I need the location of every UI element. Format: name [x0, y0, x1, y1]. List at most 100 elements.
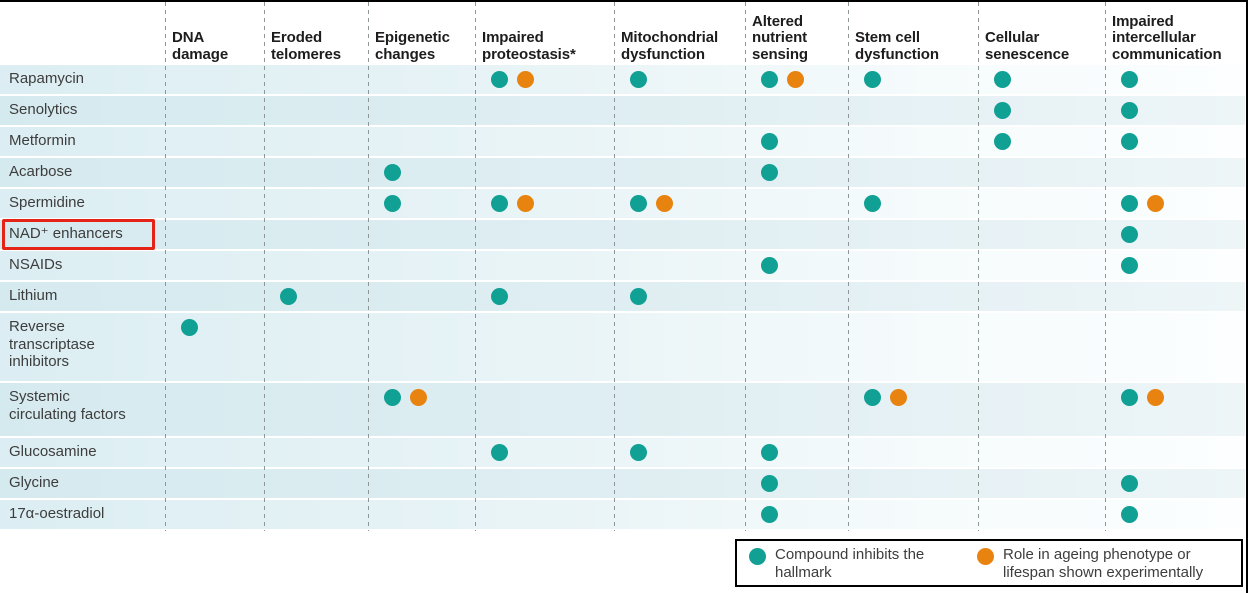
matrix-cell: [848, 282, 978, 311]
matrix-cell: [264, 383, 368, 436]
table-row: Glucosamine: [0, 438, 1245, 467]
matrix-cell: [165, 383, 264, 436]
matrix-cell: [848, 65, 978, 94]
matrix-cell: [745, 96, 848, 125]
matrix-cell: [475, 438, 614, 467]
inhibits-dot-icon: [761, 444, 778, 461]
matrix-cell: [475, 96, 614, 125]
matrix-cell: [848, 220, 978, 249]
matrix-cell: [165, 189, 264, 218]
legend: Compound inhibits the hallmark Role in a…: [735, 539, 1243, 587]
column-separator-line: [475, 2, 476, 531]
matrix-cell: [1105, 469, 1245, 498]
inhibits-dot-icon: [1121, 226, 1138, 243]
row-label: Spermidine: [9, 194, 85, 211]
row-label: 17α-oestradiol: [9, 505, 105, 522]
matrix-cell: [368, 65, 475, 94]
column-separator-line: [614, 2, 615, 531]
matrix-cell: [978, 65, 1105, 94]
row-label: Reverse transcriptase inhibitors: [9, 318, 95, 370]
inhibits-dot-icon: [761, 506, 778, 523]
matrix-cell: [848, 500, 978, 529]
table-row: Glycine: [0, 469, 1245, 498]
column-separator-line: [165, 2, 166, 531]
table-row: Reverse transcriptase inhibitors: [0, 313, 1245, 381]
matrix-cell: [745, 282, 848, 311]
row-label: Glycine: [9, 474, 60, 491]
matrix-cell: [978, 251, 1105, 280]
inhibits-dot-icon: [491, 195, 508, 212]
inhibits-dot-icon: [1121, 133, 1138, 150]
matrix-cell: [614, 127, 745, 156]
inhibits-dot-icon: [1121, 506, 1138, 523]
matrix-cell: [264, 158, 368, 187]
matrix-cell: [978, 158, 1105, 187]
inhibits-dot-icon: [864, 195, 881, 212]
matrix-cell: [1105, 438, 1245, 467]
column-separator-line: [978, 2, 979, 531]
legend-item-inhibits: Compound inhibits the hallmark: [749, 546, 977, 581]
nad-enhancers-highlight-box: [2, 219, 155, 250]
matrix-cell: [745, 189, 848, 218]
matrix-cell: [368, 189, 475, 218]
matrix-cell: [264, 65, 368, 94]
matrix-cell: [264, 220, 368, 249]
matrix-cell: [745, 383, 848, 436]
matrix-cell: [848, 251, 978, 280]
matrix-cell: [614, 500, 745, 529]
matrix-cell: [614, 251, 745, 280]
table-row: Metformin: [0, 127, 1245, 156]
matrix-cell: [368, 500, 475, 529]
matrix-cell: [264, 127, 368, 156]
matrix-cell: [264, 438, 368, 467]
column-headers: DNA damage Eroded telomeres Epigenetic cha…: [0, 2, 1245, 65]
table-row: Systemic circulating factors: [0, 383, 1245, 436]
column-header: DNA damage: [172, 29, 229, 63]
matrix-cell: [978, 500, 1105, 529]
matrix-cell: [978, 469, 1105, 498]
matrix-cell: [475, 313, 614, 381]
matrix-cell: [745, 438, 848, 467]
teal-dot-icon: [749, 548, 766, 565]
matrix-cell: [745, 251, 848, 280]
matrix-cell: [368, 158, 475, 187]
inhibits-dot-icon: [1121, 71, 1138, 88]
matrix-cell: [165, 127, 264, 156]
inhibits-dot-icon: [761, 257, 778, 274]
matrix-cell: [978, 220, 1105, 249]
matrix-cell: [614, 65, 745, 94]
matrix-cell: [978, 438, 1105, 467]
matrix-cell: [848, 96, 978, 125]
matrix-cell: [475, 158, 614, 187]
row-label: Metformin: [9, 132, 76, 149]
inhibits-dot-icon: [280, 288, 297, 305]
inhibits-dot-icon: [761, 71, 778, 88]
row-label: Systemic circulating factors: [9, 388, 126, 423]
matrix-cell: [978, 282, 1105, 311]
table-row: Lithium: [0, 282, 1245, 311]
experimental-dot-icon: [1147, 195, 1164, 212]
inhibits-dot-icon: [994, 102, 1011, 119]
table-row: NAD⁺ enhancers: [0, 220, 1245, 249]
matrix-cell: [848, 383, 978, 436]
experimental-dot-icon: [1147, 389, 1164, 406]
matrix-cell: [165, 438, 264, 467]
matrix-cell: [475, 469, 614, 498]
matrix-cell: [614, 282, 745, 311]
matrix-cell: [848, 127, 978, 156]
inhibits-dot-icon: [994, 71, 1011, 88]
inhibits-dot-icon: [864, 389, 881, 406]
matrix-cell: [745, 500, 848, 529]
matrix-cell: [745, 469, 848, 498]
table-row: NSAIDs: [0, 251, 1245, 280]
matrix-table: DNA damage Eroded telomeres Epigenetic cha…: [0, 2, 1246, 531]
matrix-cell: [368, 127, 475, 156]
inhibits-dot-icon: [1121, 475, 1138, 492]
matrix-cell: [745, 158, 848, 187]
matrix-cell: [368, 96, 475, 125]
inhibits-dot-icon: [491, 444, 508, 461]
inhibits-dot-icon: [630, 288, 647, 305]
inhibits-dot-icon: [761, 164, 778, 181]
column-separator-line: [264, 2, 265, 531]
